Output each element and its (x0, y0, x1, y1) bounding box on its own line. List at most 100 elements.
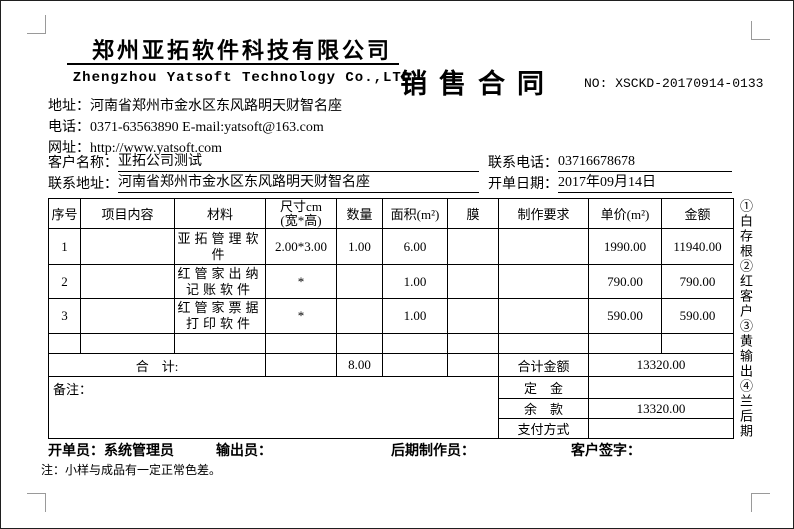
cell-qty: 1.00 (336, 228, 383, 265)
table-header-row: 序号 项目内容 材料 尺寸cm (宽*高) 数量 面积(m²) 膜 制作要求 单… (48, 198, 734, 229)
sum-value-cell: 13320.00 (588, 353, 734, 377)
empty-cell (48, 333, 81, 354)
balance-row: 余 款 13320.00 (49, 398, 734, 419)
cell-content (80, 298, 175, 334)
document-number: NO: XSCKD-20170914-0133 (584, 76, 764, 91)
col-header-seq: 序号 (48, 198, 81, 229)
corner-mark-icon (751, 21, 770, 40)
company-website: 网址：http://www.yatsoft.com (48, 141, 223, 156)
customer-name-field: 亚拓公司测试 (118, 152, 479, 172)
cell-size: * (265, 298, 337, 334)
cell-material: 亚拓管理软件 (174, 228, 266, 265)
balance-value-cell: 13320.00 (588, 398, 734, 419)
remarks-cell: 备注： (48, 376, 499, 439)
table-row: 3 红管家票据打印软件 * 1.00 590.00 590.00 (48, 298, 734, 334)
payment-value-cell (588, 418, 734, 439)
customer-signature-label: 客户签字： (571, 444, 641, 459)
cell-require (498, 264, 589, 299)
total-row: 合 计: 8.00 合计金额 13320.00 (48, 353, 734, 377)
cell-size: 2.00*3.00 (265, 228, 337, 265)
cell-require (498, 298, 589, 334)
issuer-label: 开单员： (48, 444, 104, 459)
col-header-require: 制作要求 (498, 198, 589, 229)
issuer-value: 系统管理员 (104, 444, 174, 459)
customer-name-label: 客户名称： (48, 156, 118, 171)
cell-seq: 2 (48, 264, 81, 299)
cell-qty (336, 264, 383, 299)
customer-row-2: 联系地址： 河南省郑州市金水区东风路明天财智名座 开单日期： 2017年09月1… (48, 173, 732, 193)
col-header-qty: 数量 (336, 198, 383, 229)
cell-film (447, 298, 499, 334)
customer-row-1: 客户名称： 亚拓公司测试 联系电话： 03716678678 (48, 152, 732, 172)
cell-qty (336, 298, 383, 334)
empty-cell (174, 333, 266, 354)
col-header-size: 尺寸cm (宽*高) (265, 198, 337, 229)
cell-price: 1990.00 (588, 228, 662, 265)
empty-cell (661, 333, 734, 354)
order-date-label: 开单日期： (488, 177, 558, 192)
post-producer-label: 后期制作员： (391, 444, 475, 459)
empty-cell (265, 353, 337, 377)
cell-area: 1.00 (382, 298, 448, 334)
corner-mark-icon (27, 493, 46, 512)
table-row: 1 亚拓管理软件 2.00*3.00 1.00 6.00 1990.00 119… (48, 228, 734, 265)
empty-cell (336, 333, 383, 354)
col-header-film: 膜 (447, 198, 499, 229)
cell-amount: 590.00 (661, 298, 734, 334)
balance-label-cell: 余 款 (498, 398, 589, 419)
remark-row: 备注： 定 金 (48, 376, 734, 439)
cell-area: 6.00 (382, 228, 448, 265)
deposit-label-cell: 定 金 (498, 376, 589, 399)
payment-label-cell: 支付方式 (498, 418, 589, 439)
contact-phone-label: 联系电话： (488, 156, 558, 171)
company-name-cn: 郑州亚拓软件科技有限公司 (91, 38, 392, 63)
cell-film (447, 228, 499, 265)
total-label-cell: 合 计: (48, 353, 266, 377)
payment-row: 支付方式 (49, 418, 734, 439)
cell-seq: 1 (48, 228, 81, 265)
cell-amount: 790.00 (661, 264, 734, 299)
size-value: 2.00*3.00 (275, 238, 327, 254)
col-header-material: 材料 (174, 198, 266, 229)
header-rule (67, 63, 399, 65)
contact-address-label: 联系地址： (48, 177, 118, 192)
cell-price: 790.00 (588, 264, 662, 299)
empty-cell (447, 353, 499, 377)
cell-seq: 3 (48, 298, 81, 334)
corner-mark-icon (27, 15, 46, 34)
cell-content (80, 228, 175, 265)
corner-mark-icon (751, 493, 770, 512)
empty-cell (382, 333, 448, 354)
empty-row (48, 333, 734, 354)
issuer-field: 开单员：系统管理员 (48, 440, 174, 460)
cell-price: 590.00 (588, 298, 662, 334)
company-name-en: Zhengzhou Yatsoft Technology Co.,LTD (72, 70, 412, 86)
cell-material: 红管家出纳记账软件 (174, 264, 266, 299)
cell-size: * (265, 264, 337, 299)
items-table: 序号 项目内容 材料 尺寸cm (宽*高) 数量 面积(m²) 膜 制作要求 单… (48, 198, 734, 439)
col-header-content: 项目内容 (80, 198, 175, 229)
cell-area: 1.00 (382, 264, 448, 299)
col-header-amount: 金额 (661, 198, 734, 229)
empty-cell (382, 353, 448, 377)
order-date-field: 2017年09月14日 (558, 173, 732, 193)
copy-distribution-note: ①白存根②红客户③黄输出④兰后期 (738, 199, 753, 439)
contact-phone-field: 03716678678 (558, 152, 732, 172)
empty-cell (265, 333, 337, 354)
empty-cell (588, 333, 662, 354)
deposit-value-cell (588, 376, 734, 399)
cell-film (447, 264, 499, 299)
document-title: 销售合同 (400, 69, 556, 99)
empty-cell (447, 333, 499, 354)
cell-amount: 11940.00 (661, 228, 734, 265)
empty-cell (498, 333, 589, 354)
company-address: 地址：河南省郑州市金水区东风路明天财智名座 (48, 99, 342, 114)
contact-address-field: 河南省郑州市金水区东风路明天财智名座 (118, 173, 479, 193)
table-row: 2 红管家出纳记账软件 * 1.00 790.00 790.00 (48, 264, 734, 299)
empty-cell (80, 333, 175, 354)
color-difference-note: 注：小样与成品有一定正常色差。 (41, 463, 222, 477)
col-header-price: 单价(m²) (588, 198, 662, 229)
col-header-area: 面积(m²) (382, 198, 448, 229)
output-clerk-label: 输出员： (216, 444, 272, 459)
